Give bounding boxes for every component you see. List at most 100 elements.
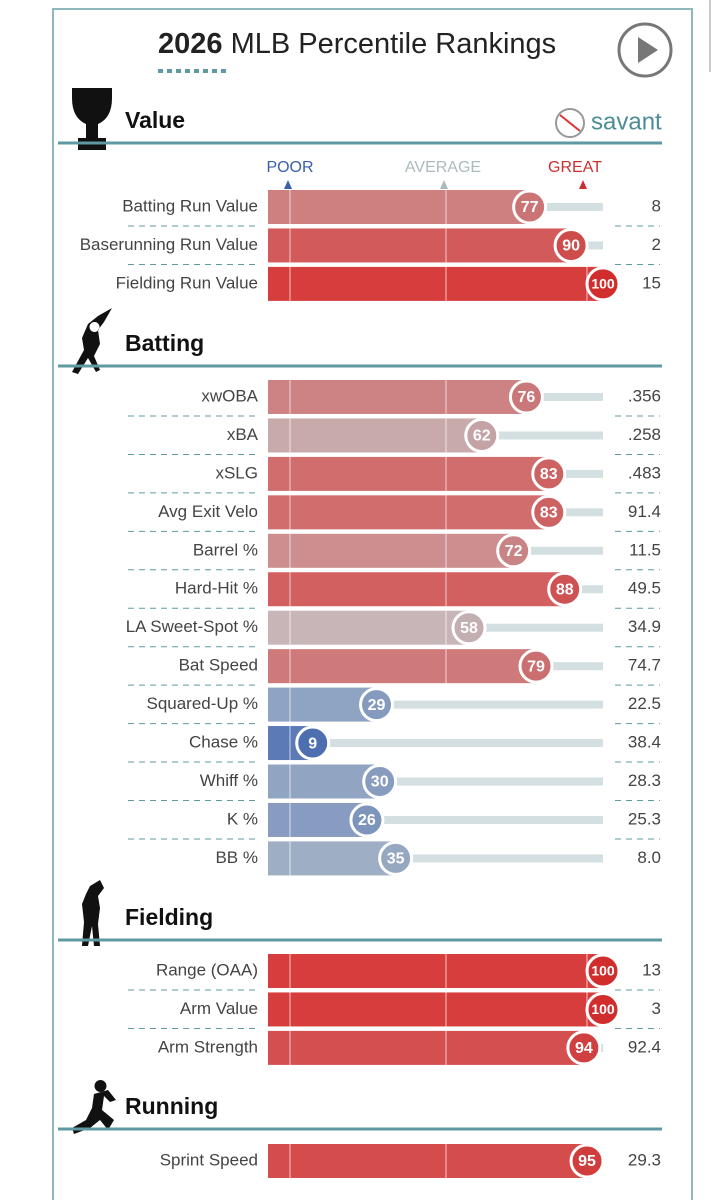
play-button[interactable] (617, 22, 673, 78)
section-icon (72, 1080, 116, 1134)
brand[interactable]: savant (591, 108, 662, 135)
percentile-circle (508, 379, 544, 415)
percentile-circle (512, 189, 548, 225)
percentile-bar (268, 495, 549, 530)
track (312, 739, 603, 748)
title: 2026 MLB Percentile Rankings (158, 28, 556, 60)
track (366, 815, 603, 824)
metric-value: 8 (652, 196, 661, 215)
track (513, 546, 603, 555)
section-title: Fielding (125, 904, 213, 930)
percentile-label: 100 (591, 963, 615, 979)
metric-value: 2 (652, 235, 661, 254)
percentile-bar (268, 1030, 584, 1065)
percentile-circle (547, 571, 583, 607)
track (395, 854, 603, 863)
percentile-circle (496, 533, 532, 569)
metric-value: 49.5 (628, 579, 661, 598)
logo-seam[interactable] (559, 114, 581, 132)
percentile-circle (585, 266, 621, 302)
percentile-bar (268, 954, 603, 988)
metric-value: 92.4 (628, 1037, 661, 1056)
track (379, 777, 603, 786)
percentile-bar (268, 610, 470, 645)
metric-value: 3 (652, 999, 661, 1018)
title-rest: MLB Percentile Rankings (231, 28, 557, 60)
section-icon (72, 308, 112, 374)
track (536, 662, 603, 671)
row-label: Baserunning Run Value (80, 235, 258, 254)
percentile-circle (531, 494, 567, 530)
percentile-circle (359, 687, 395, 723)
metric-value: 8.0 (637, 848, 661, 867)
metric-value: 34.9 (628, 617, 661, 636)
metric-value: 28.3 (628, 771, 661, 790)
row-label: Squared-Up % (146, 694, 258, 713)
section-icon (82, 880, 104, 946)
percentile-label: 94 (575, 1040, 593, 1057)
percentile-circle (295, 725, 331, 761)
percentile-label: 95 (578, 1153, 596, 1170)
play-circle[interactable] (617, 22, 673, 78)
track (548, 469, 603, 478)
row-label: Bat Speed (179, 656, 258, 675)
percentile-circle (349, 802, 385, 838)
percentile-bar (268, 841, 396, 876)
scale-average: AVERAGE (405, 159, 481, 176)
percentile-label: 9 (308, 735, 317, 752)
percentile-bar (268, 992, 603, 1027)
metric-value: 29.3 (628, 1150, 661, 1169)
metric-value: .356 (628, 386, 661, 405)
percentile-bar (268, 418, 482, 453)
percentile-bar (268, 380, 527, 414)
percentile-circle (362, 764, 398, 799)
percentile-bar (268, 228, 572, 263)
metric-value: 25.3 (628, 809, 661, 828)
percentile-label: 88 (556, 581, 574, 598)
track (529, 203, 603, 211)
row-label: Chase % (189, 733, 258, 752)
percentile-bar (268, 649, 537, 684)
row-label: xBA (227, 425, 259, 444)
sections: Value Batting Run Value 77 8 Baserunning Run… (58, 88, 662, 1179)
percentile-bar (268, 764, 380, 799)
metric-value: 15 (642, 273, 661, 292)
percentile-bar (268, 190, 530, 224)
percentile-circle (553, 227, 589, 263)
percentile-bar (268, 533, 514, 568)
metric-value: 74.7 (628, 656, 661, 675)
percentile-bar (268, 456, 549, 491)
row-label: BB % (215, 848, 258, 867)
row-label: xwOBA (201, 386, 258, 405)
percentile-bar (268, 687, 377, 722)
scale-poor: POOR (266, 159, 313, 176)
percentile-bar (268, 266, 603, 301)
percentile-label: 30 (371, 774, 389, 791)
percentile-circle (585, 991, 621, 1027)
play-icon[interactable] (638, 37, 658, 63)
percentile-circle (531, 456, 567, 492)
percentile-label: 100 (591, 276, 615, 292)
percentile-circle (518, 648, 554, 684)
percentile-circle (451, 610, 487, 646)
metric-value: .483 (628, 463, 661, 482)
section-title: Value (125, 107, 185, 133)
savant-logo[interactable]: savant (555, 108, 662, 138)
metric-value: 11.5 (629, 540, 661, 559)
section-icon (72, 88, 112, 150)
percentile-label: 72 (505, 543, 523, 560)
row-label: Whiff % (200, 771, 258, 790)
row-label: Barrel % (193, 540, 258, 559)
track (564, 585, 603, 594)
scale-marker (579, 180, 587, 189)
track (481, 431, 603, 440)
row-label: xSLG (215, 463, 258, 482)
percentile-circle (378, 840, 414, 876)
logo-ball[interactable] (555, 108, 585, 138)
percentile-label: 62 (473, 428, 491, 445)
percentile-circle (566, 1030, 602, 1066)
track (548, 508, 603, 517)
row-label: Batting Run Value (122, 196, 258, 215)
percentile-label: 58 (460, 620, 478, 637)
percentile-bar (268, 572, 565, 607)
